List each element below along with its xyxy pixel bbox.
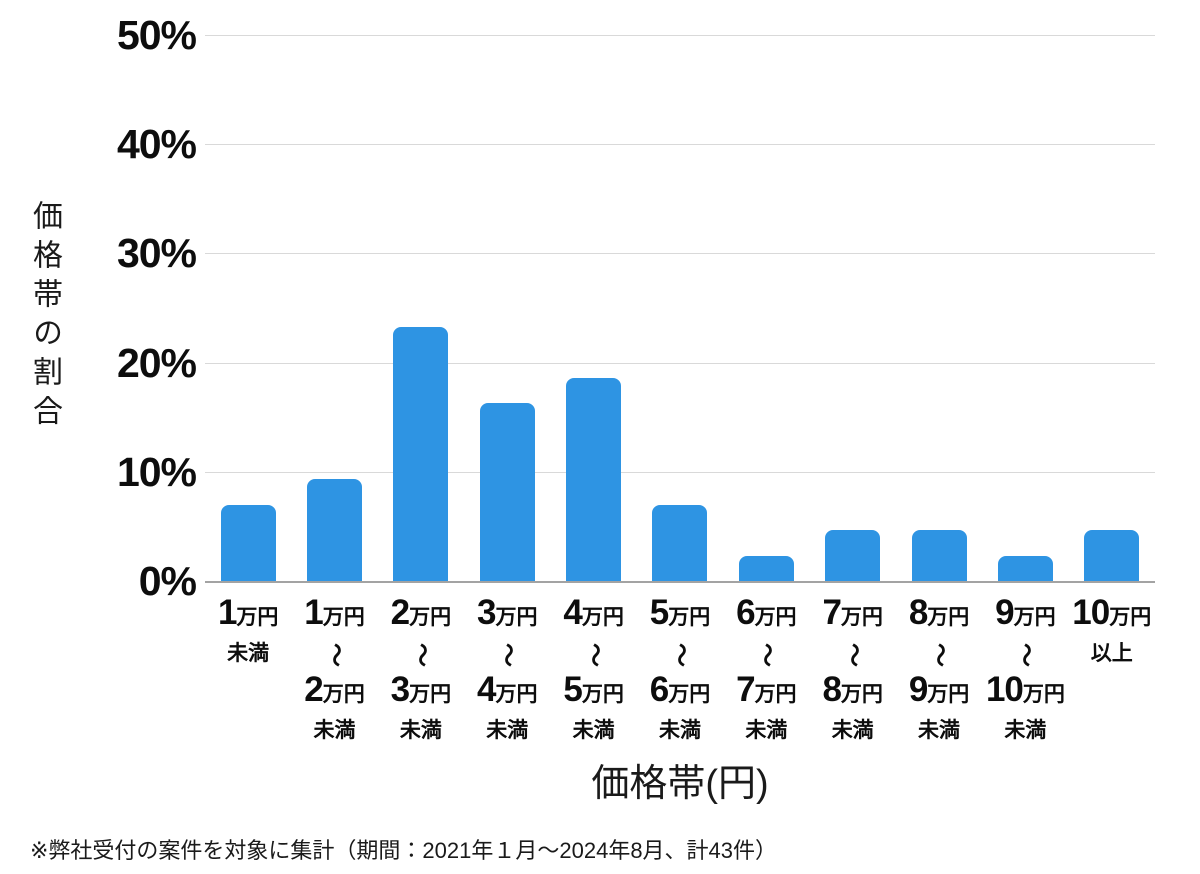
bar-band bbox=[723, 35, 809, 581]
gridline bbox=[205, 144, 1155, 146]
bar bbox=[479, 403, 535, 581]
bar bbox=[825, 530, 881, 581]
x-tick-label: 6万円〜 7万円 未満 bbox=[736, 593, 797, 742]
gridline bbox=[205, 253, 1155, 255]
footnote: ※弊社受付の案件を対象に集計（期間：2021年１月〜2024年8月、計43件） bbox=[30, 838, 778, 863]
bar bbox=[566, 377, 622, 581]
bar bbox=[1084, 530, 1140, 581]
x-tick-label: 8万円〜 9万円 未満 bbox=[908, 593, 970, 742]
bar bbox=[738, 555, 794, 581]
y-tick-label: 50% bbox=[116, 12, 197, 58]
bar bbox=[911, 530, 967, 581]
y-tick-label: 40% bbox=[116, 121, 197, 168]
bar-band bbox=[205, 35, 291, 581]
x-axis-baseline bbox=[205, 581, 1155, 583]
x-tick-label: 4万円〜 5万円 未満 bbox=[563, 593, 624, 742]
x-tick-label: 2万円〜 3万円 未満 bbox=[390, 593, 452, 742]
bar-band bbox=[810, 35, 896, 581]
y-tick-label: 0% bbox=[138, 558, 197, 604]
bar-band bbox=[982, 35, 1068, 581]
y-tick-label: 10% bbox=[116, 448, 197, 495]
bar-band bbox=[1069, 35, 1155, 581]
gridline bbox=[205, 471, 1155, 473]
x-tick-label: 7万円〜 8万円 未満 bbox=[822, 593, 883, 742]
plot-area bbox=[205, 35, 1155, 583]
gridline bbox=[205, 35, 1155, 36]
x-axis-labels: 1万円 未満 1万円〜 2万円 未満 2万円〜 3万円 未満 3万円〜 4万円 未満 4万円〜 5万円未… bbox=[205, 593, 1155, 745]
bar bbox=[220, 504, 276, 581]
bar-band bbox=[550, 35, 636, 581]
y-axis-ticks: 50% 40% 30% 20% 10% 0% bbox=[0, 12, 197, 604]
bar bbox=[307, 479, 363, 581]
x-tick-label: 10万円 以上 bbox=[1072, 593, 1152, 665]
bar-band bbox=[896, 35, 982, 581]
y-axis-title: 価格帯の割合 bbox=[28, 200, 61, 434]
x-tick-label: 9万円〜 10万円 未満 bbox=[985, 593, 1065, 742]
bar-band bbox=[464, 35, 550, 581]
x-tick-label: 3万円〜 4万円 未満 bbox=[477, 593, 538, 742]
x-axis-title: 価格帯(円) bbox=[591, 763, 769, 805]
bar bbox=[997, 555, 1053, 581]
bar bbox=[393, 327, 449, 581]
y-tick-label: 20% bbox=[116, 339, 197, 386]
bar-band bbox=[637, 35, 723, 581]
bar-band bbox=[378, 35, 464, 581]
x-tick-label: 5万円〜 6万円 未満 bbox=[649, 593, 711, 742]
y-tick-label: 30% bbox=[116, 230, 197, 277]
bars-row bbox=[205, 35, 1155, 581]
x-tick-label: 1万円 未満 bbox=[217, 593, 279, 665]
gridline bbox=[205, 362, 1155, 364]
bar-band bbox=[291, 35, 377, 581]
x-tick-label: 1万円〜 2万円 未満 bbox=[304, 593, 365, 742]
bar bbox=[652, 504, 708, 581]
